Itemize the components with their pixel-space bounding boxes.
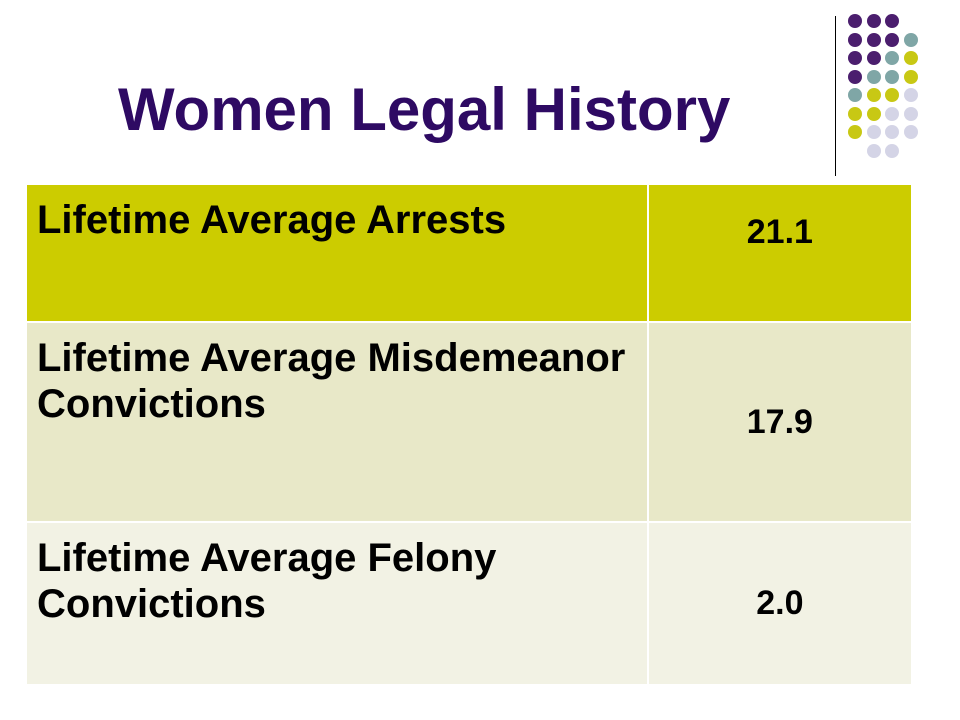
row-value: 2.0 [646, 521, 914, 686]
table-row: Lifetime Average Arrests 21.1 [25, 183, 914, 323]
decorative-dot-icon [903, 106, 918, 121]
decorative-dot-icon [866, 143, 881, 158]
decorative-dot-icon [885, 69, 899, 84]
decorative-dot-icon [848, 125, 862, 139]
decorative-dot-icon [903, 32, 918, 47]
decorative-dot-icon [885, 106, 899, 121]
table-row: Lifetime Average Misdemeanor Convictions… [25, 321, 914, 523]
decorative-dot-icon [885, 125, 899, 139]
decorative-dot-icon [866, 14, 881, 28]
decorative-dot-icon [848, 106, 862, 121]
row-label: Lifetime Average Felony Convictions [25, 521, 649, 686]
decorative-dot-icon [885, 51, 899, 65]
decorative-dot-icon [903, 125, 918, 139]
decorative-dot-icon [866, 125, 881, 139]
decorative-dot-icon [848, 51, 862, 65]
decorative-dot-icon [866, 88, 881, 102]
decorative-dot-icon [903, 88, 918, 102]
table-row: Lifetime Average Felony Convictions 2.0 [25, 521, 914, 686]
decorative-dot-icon [903, 51, 918, 65]
row-label: Lifetime Average Arrests [25, 183, 649, 323]
decorative-dot-icon [848, 32, 862, 47]
decorative-dot-icon [866, 32, 881, 47]
legal-history-table: Lifetime Average Arrests 21.1 Lifetime A… [25, 183, 914, 686]
decorative-dot-icon [866, 51, 881, 65]
slide-title: Women Legal History [118, 76, 731, 143]
decorative-dot-icon [866, 106, 881, 121]
decorative-dot-icon [885, 88, 899, 102]
decorative-dot-icon [885, 143, 899, 158]
decorative-dot-icon [848, 14, 862, 28]
decorative-dot-icon [885, 14, 899, 28]
row-value: 17.9 [646, 321, 914, 523]
row-value: 21.1 [646, 183, 914, 323]
decorative-dot-icon [903, 69, 918, 84]
decorative-dot-icon [866, 69, 881, 84]
decorative-dot-icon [848, 69, 862, 84]
row-label: Lifetime Average Misdemeanor Convictions [25, 321, 649, 523]
decorative-divider-line [835, 16, 836, 176]
decorative-dot-icon [885, 32, 899, 47]
decorative-dot-icon [848, 88, 862, 102]
